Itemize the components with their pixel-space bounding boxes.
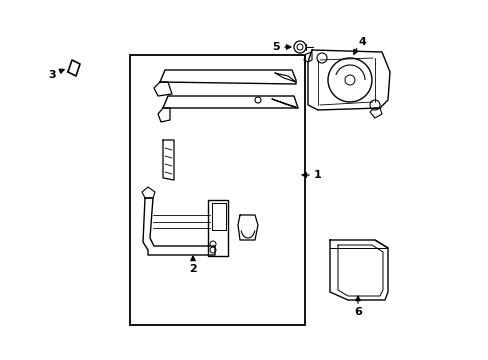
Text: 1: 1 (313, 170, 321, 180)
Text: 5: 5 (272, 42, 279, 52)
Text: 6: 6 (353, 307, 361, 317)
Bar (130, 55, 305, 325)
Text: 4: 4 (357, 37, 365, 47)
Text: 3: 3 (48, 70, 56, 80)
Text: 2: 2 (189, 264, 197, 274)
